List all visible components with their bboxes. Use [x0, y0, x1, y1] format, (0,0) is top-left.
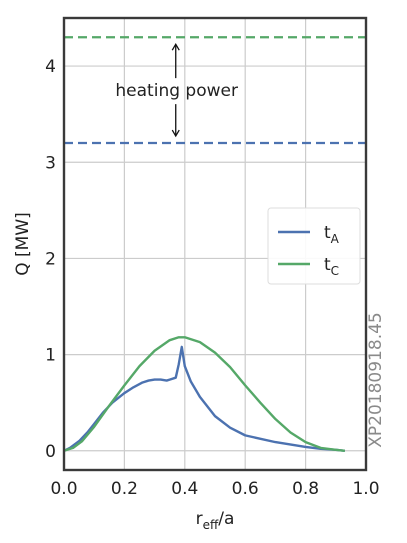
reference-lines — [64, 36, 366, 145]
legend-box — [267, 207, 361, 285]
series-line-tA — [63, 345, 345, 452]
heating-power-annotation: heating power — [115, 81, 238, 101]
y-axis-label: Q [MW] — [13, 212, 33, 276]
tick-labels: 0.0 0.2 0.4 0.6 0.8 1.0 0 1 2 3 4 — [45, 57, 379, 499]
y-tick-label: 2 — [45, 249, 56, 269]
y-tick-label: 0 — [45, 442, 56, 462]
x-axis-label: reff/a — [196, 509, 235, 532]
x-tick-label: 0.0 — [50, 479, 77, 499]
series-layer — [63, 336, 345, 452]
annotation: heating power — [115, 42, 238, 138]
y-tick-label: 4 — [45, 57, 56, 77]
y-tick-label: 1 — [45, 346, 56, 366]
plot-frame — [62, 16, 368, 472]
shot-id-label: XP20180918.45 — [366, 312, 386, 447]
x-tick-label: 0.4 — [171, 479, 198, 499]
x-tick-label: 1.0 — [352, 479, 379, 499]
annotation-arrow-up-head — [171, 42, 180, 51]
x-tick-label: 0.8 — [292, 479, 319, 499]
x-tick-label: 0.2 — [111, 479, 138, 499]
y-tick-label: 3 — [45, 153, 56, 173]
series-line-tC — [63, 336, 345, 452]
annotation-arrow-down-head — [171, 129, 180, 138]
x-tick-label: 0.6 — [232, 479, 259, 499]
